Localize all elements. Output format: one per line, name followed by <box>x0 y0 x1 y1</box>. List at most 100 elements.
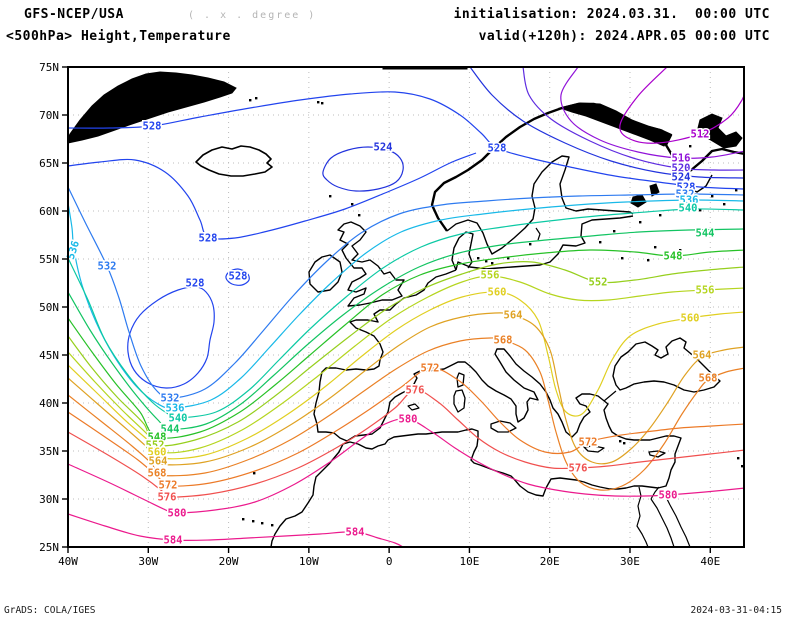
coastline-ireland <box>308 254 343 293</box>
coastline-iceland <box>195 145 273 177</box>
y-tick-label: 70N <box>39 109 59 122</box>
y-tick-label: 65N <box>39 157 59 170</box>
x-tick-label: 40W <box>58 555 78 568</box>
contour-label-572: 572 <box>421 363 440 375</box>
coastline-gotland <box>535 227 541 241</box>
contour-532 <box>68 186 744 399</box>
contour-label-564: 564 <box>693 350 712 362</box>
x-tick-label: 10E <box>459 555 479 568</box>
contour-label-540: 540 <box>169 413 188 425</box>
contour-label-532: 532 <box>161 393 180 405</box>
contour-label-580: 580 <box>168 508 187 520</box>
coastline-sweden-baltic <box>446 155 634 255</box>
coastline-sicily <box>490 420 517 433</box>
y-tick-label: 25N <box>39 541 59 554</box>
coastline-red-sea-west <box>650 498 675 547</box>
grid-resolution-note: ( . x . degree ) <box>188 10 317 21</box>
contour-label-544: 544 <box>161 424 180 436</box>
contour-label-568: 568 <box>148 468 167 480</box>
contour-560 <box>68 291 744 460</box>
coastline-corsica <box>456 372 465 388</box>
contour-528 <box>127 286 215 389</box>
coastline-norway-arctic-coast <box>430 102 744 232</box>
coastline-black-sea <box>612 337 721 393</box>
contour-label-528: 528 <box>143 121 162 133</box>
contour-layer <box>68 67 744 547</box>
coastline-nile <box>636 486 649 547</box>
contour-524 <box>322 146 404 192</box>
coastline-cyprus <box>648 450 666 458</box>
contour-label-552: 552 <box>589 277 608 289</box>
y-tick-label: 60N <box>39 205 59 218</box>
contour-label-524: 524 <box>672 172 691 184</box>
y-tick-label: 50N <box>39 301 59 314</box>
coastline-marmara-link <box>603 390 617 402</box>
coastline-baltic-south-shore <box>455 215 634 271</box>
y-tick-label: 45N <box>39 349 59 362</box>
y-tick-label: 40N <box>39 397 59 410</box>
contour-584 <box>68 513 404 547</box>
coastline-mallorca <box>407 403 420 411</box>
contour-label-536: 536 <box>680 195 699 207</box>
contour-label-556: 556 <box>696 285 715 297</box>
contour-520 <box>522 67 744 171</box>
contour-label-528: 528 <box>229 271 248 283</box>
y-tick-label: 75N <box>39 61 59 74</box>
contour-label-layer: 5125165205245245285285285285285285325325… <box>63 119 719 548</box>
coastline-gulf-aqaba <box>662 489 671 506</box>
contour-544 <box>68 228 744 430</box>
x-tick-label: 30E <box>620 555 640 568</box>
x-tick-label: 30W <box>138 555 158 568</box>
contour-label-524: 524 <box>374 142 393 154</box>
coastline-crete <box>583 445 605 453</box>
x-tick-label: 20E <box>540 555 560 568</box>
contour-label-520: 520 <box>672 163 691 175</box>
contour-label-576: 576 <box>406 385 425 397</box>
coastline-gulf-suez <box>650 486 660 500</box>
init-time-label: initialisation: 2024.03.31. 00:00 UTC <box>453 7 770 22</box>
x-tick-label: 10W <box>299 555 319 568</box>
y-tick-label: 30N <box>39 493 59 506</box>
contour-label-576: 576 <box>158 492 177 504</box>
contour-label-536: 536 <box>166 403 185 415</box>
x-tick-label: 0 <box>386 555 393 568</box>
axis-layer: 40W 30W 20W 10W 0 10E 20E 30E 40E 25N 30N 35N 40N 45N… <box>39 61 745 568</box>
contour-556 <box>68 275 744 454</box>
model-title: GFS-NCEP/USA <box>24 7 124 22</box>
coastline-great-britain <box>337 221 405 307</box>
contour-label-580: 580 <box>659 490 678 502</box>
grid-layer <box>68 67 744 547</box>
coastline-arctic-scandinavia <box>558 102 672 147</box>
y-tick-label: 55N <box>39 253 59 266</box>
contour-label-528: 528 <box>186 278 205 290</box>
contour-label-552: 552 <box>146 440 165 452</box>
coastline-continent-coast <box>270 269 682 547</box>
contour-label-516: 516 <box>672 153 691 165</box>
contour-label-532: 532 <box>676 189 695 201</box>
contour-label-548: 548 <box>664 251 683 263</box>
chart-title: <500hPa> Height,Temperature <box>6 29 231 44</box>
contour-label-564: 564 <box>149 456 168 468</box>
contour-516 <box>560 67 744 159</box>
contour-528 <box>68 152 477 240</box>
contour-label-532: 532 <box>98 261 117 273</box>
coastline-greenland <box>68 71 237 144</box>
contour-label-564: 564 <box>504 310 523 322</box>
contour-552 <box>68 261 744 447</box>
contour-label-584: 584 <box>164 535 183 547</box>
contour-label-568: 568 <box>699 373 718 385</box>
contour-580 <box>68 418 744 514</box>
contour-548 <box>68 249 744 439</box>
x-tick-label: 40E <box>700 555 720 568</box>
contour-label-556: 556 <box>481 270 500 282</box>
coastline-red-sea-east <box>669 504 691 547</box>
contour-536 <box>68 199 744 409</box>
contour-label-568: 568 <box>494 335 513 347</box>
contour-label-572: 572 <box>579 437 598 449</box>
contour-label-560: 560 <box>148 447 167 459</box>
contour-label-576: 576 <box>569 463 588 475</box>
contour-540 <box>68 208 744 419</box>
contour-564 <box>68 312 744 466</box>
